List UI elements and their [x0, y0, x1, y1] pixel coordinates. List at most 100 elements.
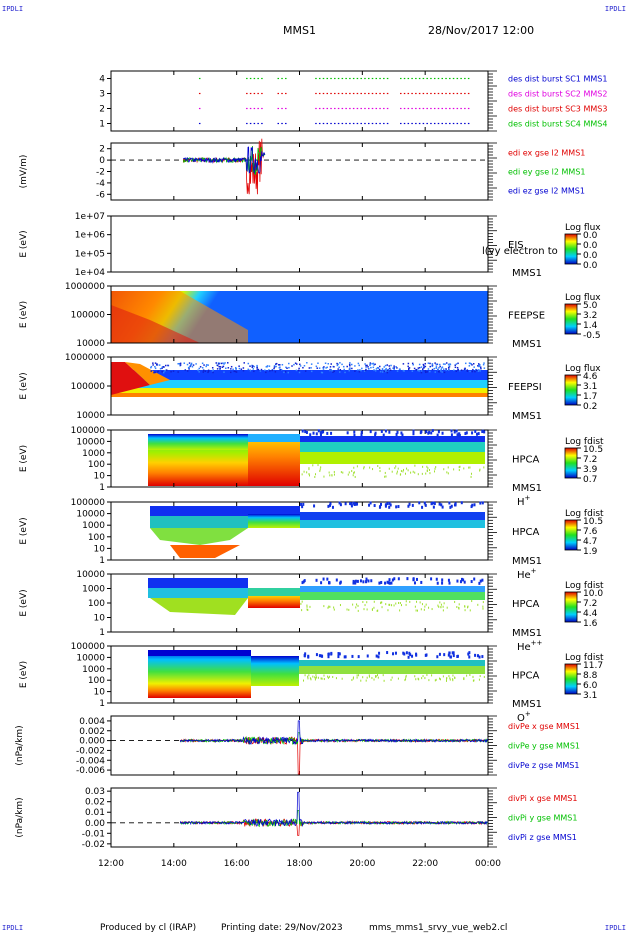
hpca-speck — [428, 679, 429, 681]
overlapping-label: l(vy electron to — [482, 246, 558, 257]
hpca-speck — [385, 603, 386, 605]
hpca-fringe — [424, 501, 426, 504]
feepsi-speck — [197, 370, 199, 372]
hpca-speck — [353, 676, 354, 678]
feepsi-speck — [421, 372, 423, 374]
hpca-fringe — [316, 653, 318, 656]
hpca-speck — [362, 601, 363, 603]
hpca-speck — [362, 676, 363, 678]
y-tick-label: 4 — [99, 75, 105, 85]
colorbar-tick-label: 3.1 — [583, 382, 597, 392]
species-label: He++ — [517, 639, 543, 653]
feepsi-speck — [343, 366, 345, 368]
feepsi-speck — [429, 363, 431, 365]
y-tick-label: -2 — [96, 168, 105, 178]
feepsi-speck — [425, 366, 427, 368]
hpca-fringe — [328, 653, 330, 656]
heplus-early-blue — [150, 506, 248, 516]
feepsi-speck — [395, 366, 397, 368]
feepsi-speck — [187, 364, 189, 366]
hpca-speck — [471, 600, 472, 602]
feepsi-speck — [359, 371, 361, 373]
feepsi-speck — [159, 364, 161, 366]
feepsi-speck — [337, 365, 339, 367]
feepsi-speck — [156, 364, 158, 366]
hpca-fringe — [443, 653, 445, 656]
hpca-fringe — [320, 581, 322, 584]
feepsi-speck — [428, 362, 430, 364]
hpca-fringe — [393, 577, 395, 580]
feepsi-speck — [253, 371, 255, 373]
y-tick-label: 10000 — [76, 510, 105, 520]
y-axis-label: (nPa/km) — [15, 797, 25, 837]
hpca-fringe — [304, 430, 306, 433]
hpca-speck — [318, 464, 319, 466]
feepsi-speck — [421, 366, 423, 368]
feepsi-speck — [435, 367, 437, 369]
hpca-speck — [371, 677, 372, 679]
hpca-speck — [320, 468, 321, 470]
y-tick-label: 10000 — [76, 570, 105, 580]
feepsi-speck — [184, 362, 186, 364]
colorbar-tick-label: 0.0 — [583, 231, 598, 241]
hpca-speck — [367, 677, 368, 679]
hpca-speck — [336, 677, 337, 679]
hpca-speck — [358, 610, 359, 612]
colorbar-tick-label: 0.0 — [583, 241, 598, 251]
hpca-speck — [303, 680, 304, 682]
feepsi-speck — [224, 362, 226, 364]
feepsi-speck — [478, 366, 480, 368]
colorbar-tick-label: 1.4 — [583, 321, 598, 331]
y-tick-label: 100000 — [71, 426, 106, 436]
feepsi-speck — [302, 367, 304, 369]
feepsi-speck — [293, 364, 295, 366]
hpca-fringe — [442, 432, 444, 435]
hpca-fringe — [313, 504, 315, 507]
feepsi-speck — [269, 365, 271, 367]
hpca-fringe — [412, 504, 414, 507]
hpca-fringe — [451, 433, 453, 436]
spacecraft-label: MMS1 — [512, 556, 542, 567]
feepsi-speck — [317, 362, 319, 364]
feepsi-speck — [414, 368, 416, 370]
hpca-speck — [406, 604, 407, 606]
hpca-speck — [384, 680, 385, 682]
feepsi-speck — [423, 365, 425, 367]
hpca-fringe — [306, 431, 308, 434]
hpca-fringe — [408, 656, 410, 659]
hpca-speck — [353, 467, 354, 469]
hpca-speck — [424, 677, 425, 679]
y-tick-label: 1000000 — [65, 353, 105, 363]
feepsi-speck — [360, 370, 362, 372]
colorbar-tick-label: -0.5 — [583, 331, 601, 341]
hpca-speck — [300, 603, 301, 605]
feepsi-speck — [200, 366, 202, 368]
hpca-fringe — [378, 652, 380, 655]
feepsi-speck — [426, 371, 428, 373]
hpca-speck — [398, 678, 399, 680]
hpca-speck — [394, 604, 395, 606]
hpca-speck — [434, 470, 435, 472]
feepsi-speck — [285, 371, 287, 373]
hpca-speck — [414, 465, 415, 467]
feepsi-speck — [380, 371, 382, 373]
y-tick-label: 10000 — [76, 339, 105, 349]
feepsi-speck — [202, 367, 204, 369]
hpca-fringe — [380, 581, 382, 584]
hpca-speck — [329, 676, 330, 678]
colorbar-tick-label: 4.7 — [583, 537, 597, 547]
spacecraft-label: MMS1 — [512, 268, 542, 279]
heplusplus-late-green — [300, 592, 485, 600]
feepsi-speck — [249, 365, 251, 367]
hpca-speck — [374, 679, 375, 681]
feepsi-speck — [390, 365, 392, 367]
feepsi-speck — [309, 367, 311, 369]
colorbar — [565, 664, 577, 694]
feepsi-speck — [161, 368, 163, 370]
hpca-speck — [418, 473, 419, 475]
y-axis-label: E (eV) — [19, 445, 29, 472]
hpca-speck — [420, 601, 421, 603]
feepsi-speck — [241, 368, 243, 370]
hpca-fringe — [367, 579, 369, 582]
hpca-speck — [354, 471, 355, 473]
